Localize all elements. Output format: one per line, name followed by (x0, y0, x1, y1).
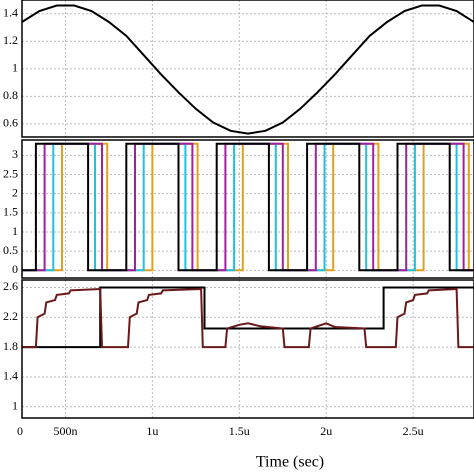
y-tick-label: 2 (12, 185, 18, 199)
y-tick-label: 0.6 (3, 116, 18, 130)
y-tick-label: 1.4 (3, 369, 18, 383)
y-tick-label: 1 (12, 61, 18, 75)
y-tick-label: 1.5 (3, 205, 18, 219)
line-series (22, 286, 474, 349)
plot-frame (21, 279, 474, 419)
x-tick-label: 1.5u (229, 424, 250, 438)
y-tick-label: 2.2 (3, 309, 18, 323)
x-tick-label: 0 (17, 424, 23, 438)
plot-area (22, 140, 474, 278)
plot-frame (21, 0, 474, 138)
y-tick-label: 0 (12, 262, 18, 276)
y-tick-label: 3 (12, 147, 18, 161)
x-tick-label: 2u (320, 424, 332, 438)
y-tick-label: 1 (12, 224, 18, 238)
y-tick-label: 1.2 (3, 33, 18, 47)
x-axis-label: Time (sec) (256, 454, 324, 471)
plot-area (22, 280, 474, 418)
y-tick-label: 1.4 (3, 6, 18, 20)
x-tick-label: 1u (146, 424, 158, 438)
x-tick-label: 2.5u (403, 424, 424, 438)
line-series (21, 4, 474, 135)
line-series (22, 287, 474, 349)
y-tick-label: 1.8 (3, 339, 18, 353)
line-series (22, 142, 474, 272)
y-tick-label: 0.5 (3, 243, 18, 257)
y-tick-label: 1 (12, 399, 18, 413)
y-tick-label: 2.6 (3, 279, 18, 293)
plot-frame (21, 139, 474, 279)
y-tick-label: 2.5 (3, 166, 18, 180)
x-tick-label: 500n (53, 424, 77, 438)
y-tick-label: 0.8 (3, 88, 18, 102)
